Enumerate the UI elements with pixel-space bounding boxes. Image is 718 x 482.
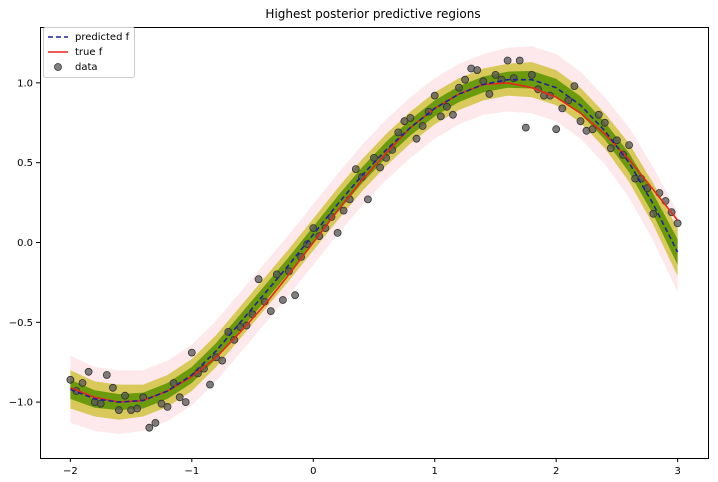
data-point [448, 110, 457, 119]
data-point [266, 307, 275, 316]
data-point [230, 335, 239, 344]
data-point [588, 125, 597, 134]
legend-label-predicted: predicted f [75, 32, 130, 43]
data-point [418, 122, 427, 130]
data-point [278, 296, 287, 304]
predicted-f-line [70, 78, 679, 403]
data-point [521, 123, 530, 132]
y-tick-label: 0.5 [17, 158, 33, 169]
data-point [528, 71, 536, 79]
x-tick-label: −1 [184, 466, 199, 477]
data-point [649, 209, 658, 218]
data-point [157, 399, 166, 408]
plot-area [66, 46, 682, 435]
data-point [187, 348, 196, 357]
x-tick-label: 3 [674, 466, 680, 477]
chart-title: Highest posterior predictive regions [265, 7, 480, 21]
data-point [576, 117, 585, 126]
data-point [272, 270, 281, 279]
data-point [339, 206, 348, 215]
data-point [394, 128, 403, 137]
data-point [218, 356, 227, 365]
data-point [625, 141, 633, 150]
data-point [96, 399, 105, 408]
data-point [363, 195, 372, 204]
data-point [424, 107, 433, 116]
data-point [461, 75, 470, 84]
data-point [552, 125, 561, 134]
data-point [206, 380, 214, 389]
data-point [109, 383, 117, 392]
data-point [115, 406, 123, 415]
data-point [509, 74, 518, 82]
data-point [515, 56, 524, 65]
data-point [673, 219, 682, 228]
data-point [613, 136, 621, 145]
data-point [254, 275, 263, 284]
plot-frame [40, 27, 709, 459]
x-tick-label: −2 [63, 466, 78, 477]
data-point [455, 83, 463, 92]
data-point [503, 56, 512, 65]
data-point [309, 224, 318, 233]
legend-swatch-data [54, 63, 62, 71]
legend: predicted f true f data [43, 27, 135, 78]
y-axis: −1.0 −0.5 0.0 0.5 1.0 [9, 78, 40, 409]
data-point [145, 423, 154, 432]
legend-label-true: true f [75, 47, 103, 58]
data-point [558, 104, 567, 113]
data-point [175, 393, 184, 402]
y-tick-label: −1.0 [9, 398, 33, 409]
data-point [570, 82, 579, 90]
data-point [151, 418, 160, 427]
data-point [291, 291, 300, 300]
data-point [181, 398, 190, 407]
x-tick-label: 2 [553, 466, 559, 477]
data-point [200, 364, 208, 373]
hpd-band-1 [70, 62, 678, 420]
x-tick-label: 0 [310, 466, 316, 477]
data-point [303, 240, 312, 249]
y-tick-label: −0.5 [9, 318, 33, 329]
data-point [473, 66, 482, 74]
data-point [412, 134, 421, 143]
data-point [351, 165, 360, 174]
data-point [606, 144, 615, 153]
data-point [594, 110, 603, 119]
x-tick-label: 1 [432, 466, 438, 477]
data-point [436, 112, 445, 121]
data-point [133, 404, 142, 413]
data-point [485, 90, 494, 98]
data-point [376, 163, 385, 172]
data-point [370, 153, 378, 162]
data-point [163, 402, 172, 411]
data-point [400, 117, 409, 126]
data-point [406, 114, 415, 122]
data-point [491, 71, 500, 79]
data-point [333, 228, 342, 237]
data-point [430, 91, 439, 100]
legend-label-data: data [75, 62, 98, 73]
legend-box [43, 27, 135, 78]
data-point [84, 367, 93, 376]
data-point [121, 391, 129, 400]
data-point [102, 371, 111, 379]
data-point [442, 102, 451, 111]
x-axis: −2 −1 0 1 2 3 [63, 458, 681, 477]
y-tick-label: 1.0 [17, 78, 33, 89]
data-point [66, 375, 75, 384]
data-point [600, 118, 609, 127]
data-point [78, 379, 87, 387]
y-tick-label: 0.0 [17, 238, 33, 249]
